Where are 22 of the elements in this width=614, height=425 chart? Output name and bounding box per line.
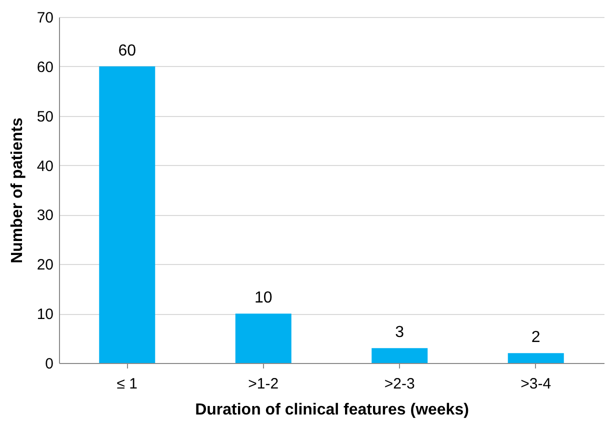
bar	[372, 348, 428, 363]
y-tick-label: 0	[45, 356, 54, 372]
data-label: 60	[118, 42, 136, 60]
x-tick-label: >1-2	[248, 376, 279, 392]
x-tick-label: ≤ 1	[116, 376, 138, 392]
y-axis-title: Number of patients	[8, 118, 26, 264]
y-tick-label: 40	[36, 158, 54, 175]
bar	[235, 314, 292, 363]
bar	[508, 353, 564, 363]
y-tick-label: 60	[36, 58, 54, 76]
y-tick-label: 70	[36, 10, 54, 26]
y-tick-label: 50	[36, 108, 54, 126]
data-label: 10	[254, 290, 272, 307]
y-tick-label: 10	[36, 306, 54, 324]
x-tick-label: >3-4	[520, 376, 552, 392]
bar	[99, 66, 156, 363]
y-tick-label: 20	[36, 256, 54, 274]
y-tick-label: 30	[36, 207, 54, 224]
data-label: 3	[395, 324, 404, 342]
data-label: 2	[531, 329, 540, 346]
x-tick-label: >2-3	[384, 376, 415, 392]
x-axis-title: Duration of clinical features (weeks)	[195, 402, 469, 418]
